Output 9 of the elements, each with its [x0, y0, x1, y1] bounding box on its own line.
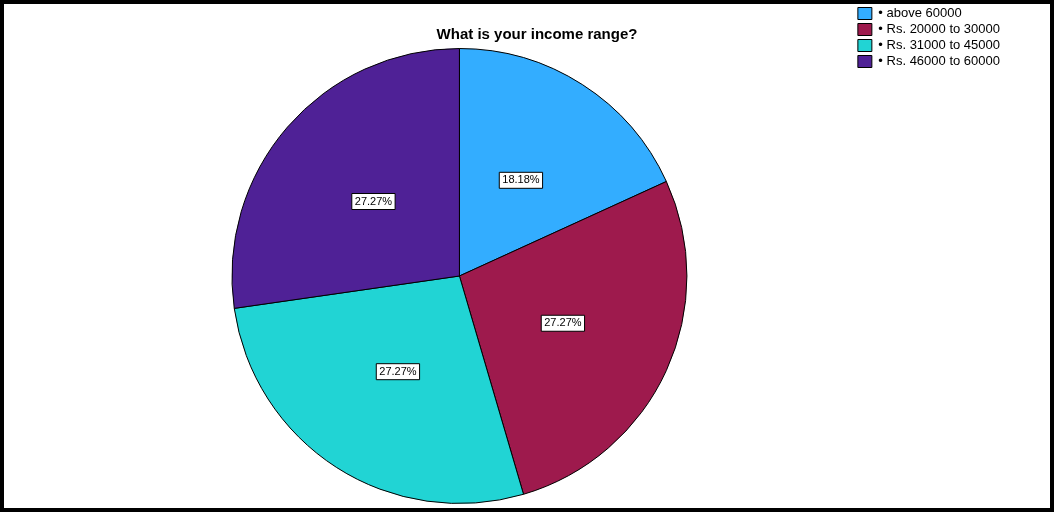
legend-label: • above 60000 — [878, 5, 962, 21]
legend-label: • Rs. 46000 to 60000 — [878, 53, 1000, 69]
legend-label: • Rs. 20000 to 30000 — [878, 21, 1000, 37]
data-label: 18.18% — [502, 173, 540, 186]
data-label: 27.27% — [544, 316, 582, 329]
data-label: 27.27% — [354, 194, 393, 207]
legend-label: • Rs. 31000 to 45000 — [878, 37, 1000, 53]
text: What is your income range? — [436, 25, 638, 43]
data-label: 27.27% — [379, 364, 417, 377]
